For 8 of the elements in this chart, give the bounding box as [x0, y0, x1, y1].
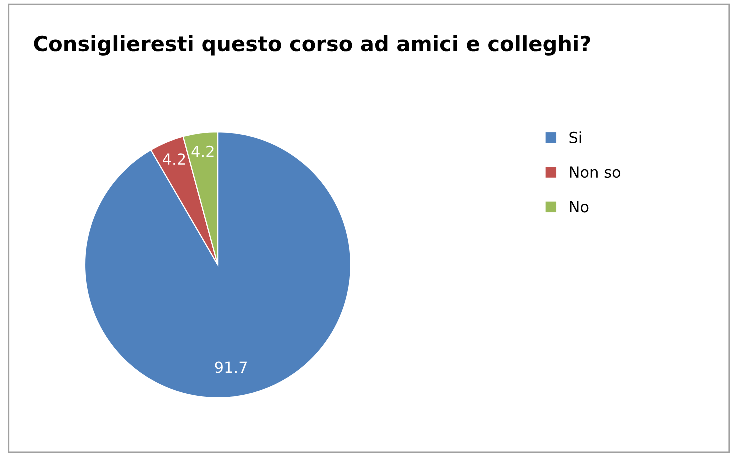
- data-label: 4.2: [163, 154, 186, 165]
- legend-label: No: [570, 201, 589, 213]
- data-label: 91.7: [215, 362, 248, 374]
- legend-label: Si: [570, 132, 582, 144]
- chart-title: Consiglieresti questo corso ad amici e colleghi?: [34, 36, 590, 56]
- pie-slice: [84, 131, 352, 399]
- data-label: 4.2: [192, 146, 214, 158]
- legend-label: Non so: [570, 166, 621, 178]
